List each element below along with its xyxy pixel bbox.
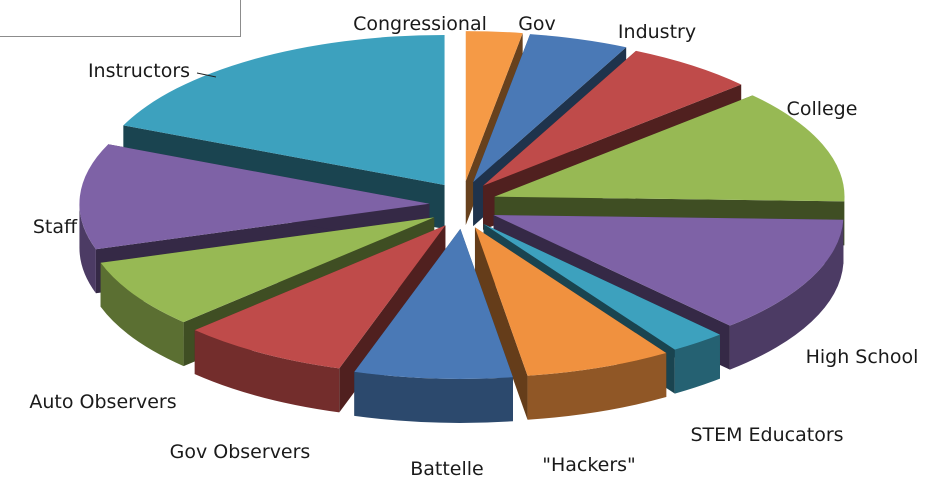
slice-label: Instructors (88, 60, 190, 82)
slice-label: Congressional (353, 13, 487, 35)
slice-label: "Hackers" (542, 454, 636, 476)
slice-label: Gov (518, 13, 556, 35)
slice-label: High School (806, 346, 919, 368)
slice-label: Gov Observers (170, 441, 311, 463)
slice-label: Industry (618, 21, 696, 43)
slice-label: Staff (33, 216, 78, 238)
slice-label: Battelle (410, 458, 484, 480)
pie-slice (354, 228, 513, 423)
slice-label: College (787, 98, 858, 120)
pie-slice (474, 227, 667, 420)
slice-label: STEM Educators (690, 424, 843, 446)
legend-box-fragment (0, 0, 241, 37)
slice-label: Auto Observers (29, 391, 176, 413)
leader-line (196, 72, 217, 78)
